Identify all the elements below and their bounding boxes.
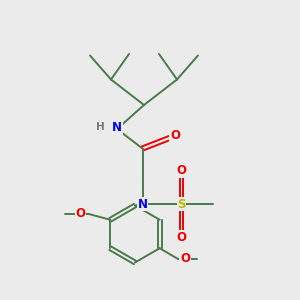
Text: S: S [177,197,186,211]
Text: O: O [180,252,190,265]
Text: N: N [112,121,122,134]
Text: O: O [176,231,187,244]
Text: N: N [137,197,148,211]
Text: O: O [176,164,187,177]
Text: H: H [96,122,105,133]
Text: O: O [170,129,180,142]
Text: O: O [75,207,85,220]
